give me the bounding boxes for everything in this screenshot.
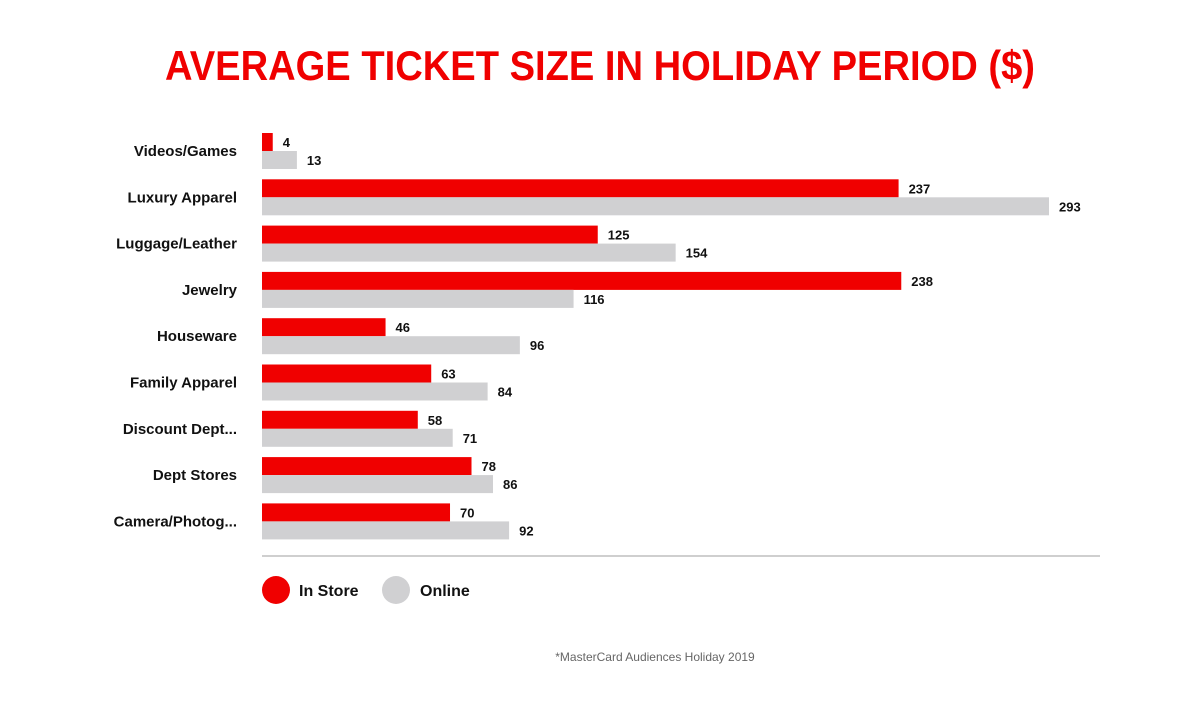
data-label-online-camera-photog: 92 xyxy=(519,523,533,538)
bar-in-store-jewelry xyxy=(262,271,902,290)
data-label-online-houseware: 96 xyxy=(530,338,544,353)
data-label-in-store-videos-games: 4 xyxy=(283,135,291,150)
data-label-online-dept-stores: 86 xyxy=(503,477,517,492)
data-label-online-discount-dept: 71 xyxy=(463,431,477,446)
category-label-dept-stores: Dept Stores xyxy=(153,467,237,484)
bar-online-camera-photog xyxy=(262,521,510,540)
data-label-in-store-jewelry: 238 xyxy=(911,274,933,289)
data-label-in-store-family-apparel: 63 xyxy=(441,367,455,382)
bar-in-store-videos-games xyxy=(262,133,273,151)
bar-online-houseware xyxy=(262,336,520,355)
bar-in-store-family-apparel xyxy=(262,364,432,383)
bar-in-store-camera-photog xyxy=(262,503,451,522)
data-label-online-family-apparel: 84 xyxy=(498,385,513,400)
category-label-family-apparel: Family Apparel xyxy=(130,375,237,392)
category-label-luggage-leather: Luggage/Leather xyxy=(116,236,237,253)
legend: In Store Online xyxy=(262,576,470,604)
data-label-online-luxury-apparel: 293 xyxy=(1059,199,1081,214)
category-label-discount-dept: Discount Dept... xyxy=(123,421,237,438)
legend-label-in-store: In Store xyxy=(299,583,359,600)
bar-in-store-luxury-apparel xyxy=(262,179,899,198)
bar-in-store-houseware xyxy=(262,318,386,337)
data-label-in-store-camera-photog: 70 xyxy=(460,505,474,520)
legend-swatch-in-store xyxy=(262,576,290,604)
data-label-online-luggage-leather: 154 xyxy=(686,246,708,261)
data-label-in-store-luxury-apparel: 237 xyxy=(909,181,931,196)
bar-online-videos-games xyxy=(262,151,297,169)
footnote: *MasterCard Audiences Holiday 2019 xyxy=(555,650,755,664)
bar-online-family-apparel xyxy=(262,382,488,401)
category-label-camera-photog: Camera/Photog... xyxy=(114,513,237,530)
bar-online-luggage-leather xyxy=(262,243,676,262)
bar-in-store-luggage-leather xyxy=(262,225,598,244)
chart-title: AVERAGE TICKET SIZE IN HOLIDAY PERIOD ($… xyxy=(165,42,1035,89)
bar-online-discount-dept xyxy=(262,428,453,447)
legend-label-online: Online xyxy=(420,583,470,600)
bar-online-jewelry xyxy=(262,289,574,308)
data-label-in-store-discount-dept: 58 xyxy=(428,413,442,428)
bar-online-luxury-apparel xyxy=(262,197,1049,216)
data-label-in-store-luggage-leather: 125 xyxy=(608,228,630,243)
bar-in-store-dept-stores xyxy=(262,457,472,476)
data-label-online-jewelry: 116 xyxy=(584,292,605,307)
legend-swatch-online xyxy=(382,576,410,604)
data-label-online-videos-games: 13 xyxy=(307,153,321,168)
category-label-luxury-apparel: Luxury Apparel xyxy=(128,189,237,206)
category-label-videos-games: Videos/Games xyxy=(134,143,237,160)
bar-in-store-discount-dept xyxy=(262,410,418,429)
data-label-in-store-houseware: 46 xyxy=(396,320,410,335)
category-label-houseware: Houseware xyxy=(157,328,237,345)
category-label-jewelry: Jewelry xyxy=(182,282,238,299)
data-label-in-store-dept-stores: 78 xyxy=(482,459,496,474)
bar-online-dept-stores xyxy=(262,475,493,494)
